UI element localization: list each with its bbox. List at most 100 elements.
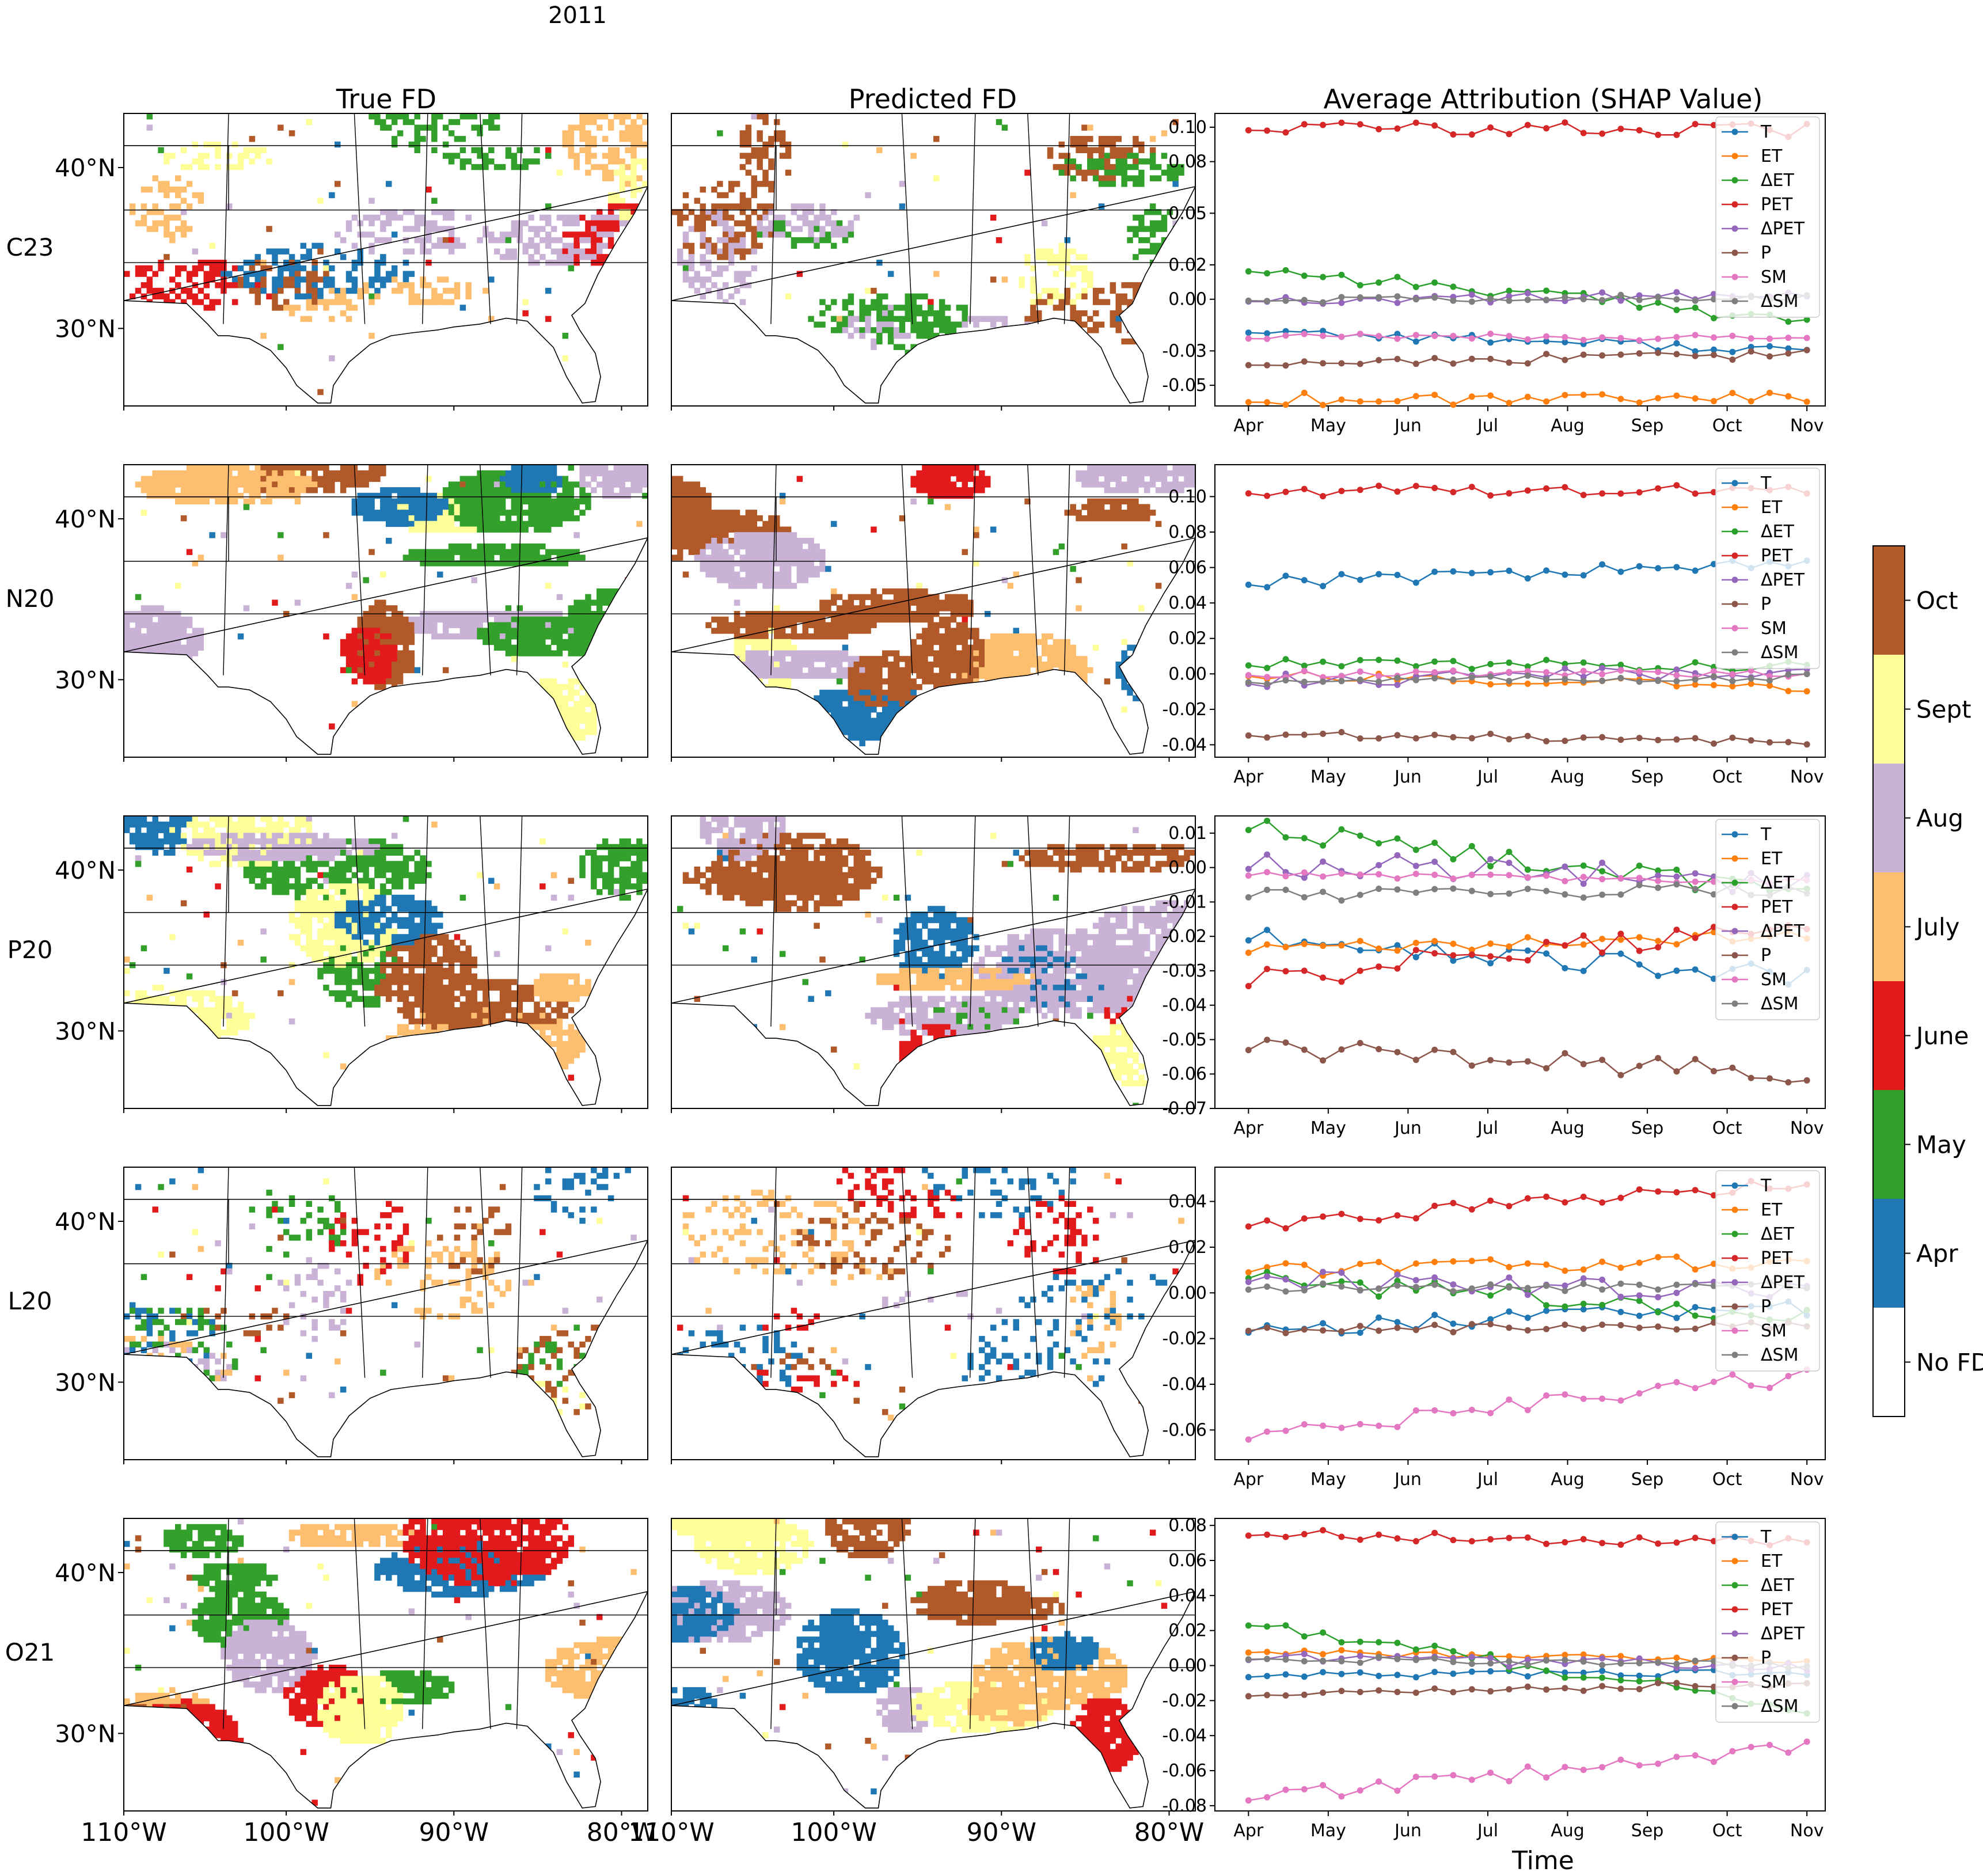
fd-cell bbox=[853, 605, 860, 612]
fd-cell bbox=[745, 355, 752, 362]
fd-cell bbox=[175, 282, 181, 288]
fd-cell bbox=[922, 465, 928, 471]
fd-cell bbox=[1127, 481, 1133, 488]
fd-cell bbox=[916, 701, 922, 707]
fd-cell bbox=[243, 816, 250, 822]
fd-cell bbox=[751, 695, 757, 701]
fd-cell bbox=[340, 465, 347, 471]
fd-cell bbox=[1087, 147, 1093, 153]
fd-cell bbox=[226, 203, 233, 210]
fd-cell bbox=[745, 565, 752, 572]
fd-cell bbox=[391, 214, 398, 221]
fd-cell bbox=[540, 701, 546, 707]
fd-cell bbox=[306, 476, 312, 482]
fd-cell bbox=[1030, 287, 1036, 294]
fd-cell bbox=[1149, 650, 1156, 656]
fd-cell bbox=[802, 560, 808, 567]
fd-cell bbox=[916, 707, 922, 713]
fd-cell bbox=[762, 656, 769, 662]
fd-cell bbox=[556, 515, 563, 522]
fd-cell bbox=[1053, 695, 1059, 701]
fd-cell bbox=[146, 287, 153, 294]
fd-cell bbox=[871, 729, 877, 735]
fd-cell bbox=[158, 287, 164, 294]
fd-cell bbox=[146, 113, 153, 120]
fd-cell bbox=[402, 119, 409, 126]
fd-cell bbox=[408, 555, 415, 561]
fd-cell bbox=[705, 265, 712, 272]
fd-cell bbox=[164, 153, 170, 159]
fd-cell bbox=[973, 366, 979, 373]
fd-cell bbox=[1001, 661, 1008, 668]
fd-cell bbox=[414, 293, 420, 299]
fd-cell bbox=[180, 644, 187, 651]
fd-cell bbox=[1001, 276, 1008, 283]
fd-cell bbox=[734, 656, 740, 662]
fd-cell bbox=[625, 622, 631, 628]
fd-cell bbox=[175, 470, 181, 477]
fd-cell bbox=[990, 695, 997, 701]
fd-cell bbox=[876, 689, 883, 696]
fd-cell bbox=[164, 220, 170, 226]
fd-cell bbox=[192, 158, 199, 165]
fd-cell bbox=[859, 712, 865, 719]
fd-cell bbox=[556, 481, 563, 488]
fd-cell bbox=[1172, 231, 1179, 238]
fd-cell bbox=[266, 476, 272, 482]
fd-cell bbox=[630, 639, 637, 645]
fd-cell bbox=[311, 476, 318, 482]
fd-cell bbox=[990, 667, 997, 674]
fd-cell bbox=[700, 538, 706, 544]
fd-cell bbox=[836, 695, 843, 701]
fd-cell bbox=[283, 487, 290, 493]
fd-cell bbox=[630, 481, 637, 488]
fd-cell bbox=[796, 571, 803, 578]
fd-cell bbox=[768, 532, 774, 538]
fd-cell bbox=[779, 661, 786, 668]
fd-cell bbox=[226, 476, 233, 482]
fd-cell bbox=[779, 498, 786, 504]
fd-cell bbox=[848, 707, 854, 713]
fd-cell bbox=[483, 481, 489, 488]
fd-cell bbox=[1076, 470, 1082, 477]
fd-cell bbox=[483, 476, 489, 482]
fd-cell bbox=[619, 639, 625, 645]
fd-cell bbox=[471, 164, 477, 170]
fd-cell bbox=[779, 628, 786, 634]
fd-cell bbox=[221, 470, 227, 477]
fd-cell bbox=[859, 316, 865, 322]
fd-cell bbox=[1172, 465, 1179, 471]
fd-cell bbox=[129, 293, 136, 299]
fd-cell bbox=[175, 481, 181, 488]
fd-cell bbox=[774, 515, 780, 522]
fd-cell bbox=[1133, 684, 1139, 690]
fd-cell bbox=[1058, 327, 1065, 333]
fd-cell bbox=[944, 639, 951, 645]
fd-cell bbox=[796, 712, 803, 719]
fd-cell bbox=[597, 588, 603, 595]
fd-cell bbox=[522, 310, 529, 317]
fd-cell bbox=[180, 616, 187, 623]
fd-cell bbox=[979, 360, 985, 367]
fd-cell bbox=[335, 181, 341, 187]
fd-cell bbox=[723, 532, 729, 538]
fd-cell bbox=[979, 333, 985, 339]
fd-cell bbox=[990, 378, 997, 384]
fd-cell bbox=[630, 164, 637, 170]
fd-cell bbox=[723, 265, 729, 272]
fd-cell bbox=[1087, 169, 1093, 176]
fd-cell bbox=[180, 209, 187, 215]
fd-cell bbox=[374, 271, 381, 277]
fd-cell bbox=[1030, 299, 1036, 305]
fd-cell bbox=[391, 639, 398, 645]
fd-cell bbox=[585, 470, 591, 477]
fd-cell bbox=[973, 316, 979, 322]
fd-cell bbox=[607, 226, 614, 232]
fd-cell bbox=[1144, 639, 1150, 645]
fd-cell bbox=[1144, 684, 1150, 690]
fd-cell bbox=[522, 549, 529, 555]
fd-cell bbox=[910, 594, 917, 601]
fd-cell bbox=[568, 510, 574, 516]
fd-cell bbox=[175, 816, 181, 822]
fd-cell bbox=[682, 344, 689, 350]
